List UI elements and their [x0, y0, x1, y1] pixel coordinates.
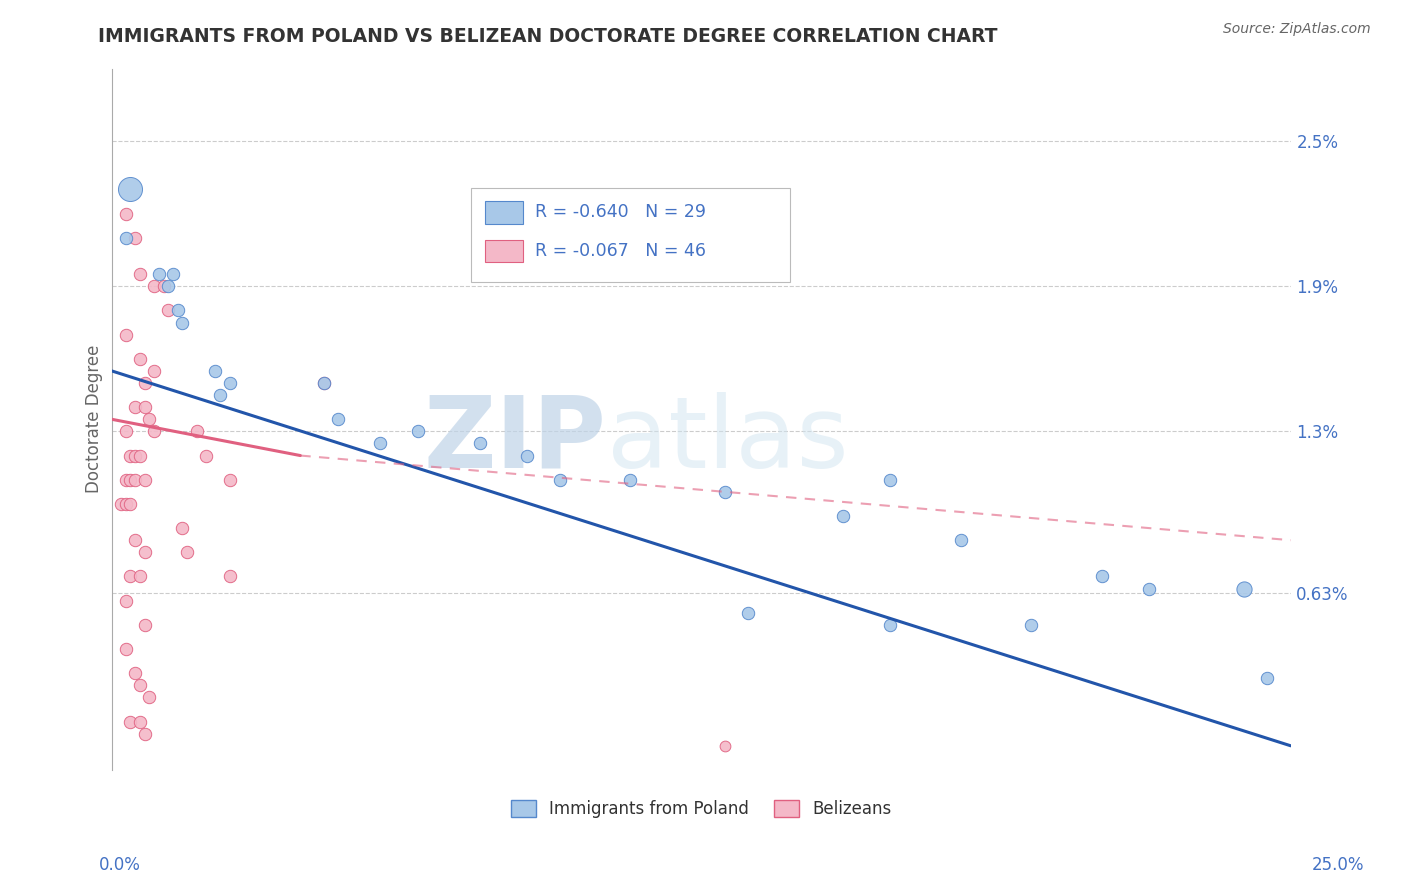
Text: IMMIGRANTS FROM POLAND VS BELIZEAN DOCTORATE DEGREE CORRELATION CHART: IMMIGRANTS FROM POLAND VS BELIZEAN DOCTO…	[98, 27, 998, 45]
Point	[713, 484, 735, 499]
Point	[110, 497, 132, 511]
Point	[1137, 582, 1160, 596]
Text: Source: ZipAtlas.com: Source: ZipAtlas.com	[1223, 22, 1371, 37]
Point	[124, 231, 146, 245]
Point	[831, 508, 853, 523]
Text: R = -0.640   N = 29: R = -0.640 N = 29	[534, 203, 706, 221]
Point	[879, 618, 901, 632]
Text: atlas: atlas	[607, 392, 848, 489]
Point	[120, 714, 142, 729]
Point	[120, 473, 142, 487]
Point	[114, 425, 136, 439]
Point	[134, 376, 156, 390]
Point	[134, 727, 156, 741]
Point	[326, 412, 349, 426]
Point	[172, 316, 194, 330]
Point	[143, 364, 166, 378]
Point	[129, 569, 152, 583]
Point	[148, 267, 170, 281]
Y-axis label: Doctorate Degree: Doctorate Degree	[86, 345, 103, 493]
Point	[114, 207, 136, 221]
Point	[1232, 582, 1254, 596]
FancyBboxPatch shape	[485, 240, 523, 262]
Point	[129, 267, 152, 281]
Point	[312, 376, 335, 390]
Point	[713, 739, 735, 753]
Point	[218, 376, 240, 390]
FancyBboxPatch shape	[471, 188, 790, 283]
Point	[468, 436, 491, 450]
Point	[129, 351, 152, 366]
Point	[124, 449, 146, 463]
Point	[143, 279, 166, 293]
Point	[124, 666, 146, 681]
Point	[120, 182, 142, 196]
Point	[619, 473, 641, 487]
Point	[370, 436, 392, 450]
Point	[124, 400, 146, 414]
Point	[138, 412, 160, 426]
Point	[218, 569, 240, 583]
Point	[138, 690, 160, 705]
Point	[1091, 569, 1114, 583]
Point	[124, 473, 146, 487]
Point	[172, 521, 194, 535]
Point	[548, 473, 571, 487]
Point	[134, 473, 156, 487]
Point	[114, 473, 136, 487]
Point	[406, 425, 429, 439]
Point	[157, 303, 180, 318]
Point	[194, 449, 217, 463]
Text: R = -0.067   N = 46: R = -0.067 N = 46	[534, 242, 706, 260]
Text: ZIP: ZIP	[425, 392, 607, 489]
Point	[120, 569, 142, 583]
Point	[516, 449, 538, 463]
Point	[134, 545, 156, 559]
Point	[114, 497, 136, 511]
Point	[176, 545, 198, 559]
Point	[879, 473, 901, 487]
Point	[120, 449, 142, 463]
Point	[312, 376, 335, 390]
Point	[166, 303, 188, 318]
Point	[129, 449, 152, 463]
Point	[209, 388, 232, 402]
Legend: Immigrants from Poland, Belizeans: Immigrants from Poland, Belizeans	[505, 793, 898, 825]
FancyBboxPatch shape	[485, 201, 523, 224]
Point	[124, 533, 146, 548]
Text: 0.0%: 0.0%	[98, 856, 141, 874]
Point	[186, 425, 208, 439]
Point	[152, 279, 174, 293]
Text: 25.0%: 25.0%	[1312, 856, 1364, 874]
Point	[114, 642, 136, 657]
Point	[143, 425, 166, 439]
Point	[737, 606, 759, 620]
Point	[157, 279, 180, 293]
Point	[114, 231, 136, 245]
Point	[129, 714, 152, 729]
Point	[129, 678, 152, 692]
Point	[204, 364, 226, 378]
Point	[1021, 618, 1043, 632]
Point	[114, 327, 136, 342]
Point	[114, 593, 136, 607]
Point	[134, 400, 156, 414]
Point	[162, 267, 184, 281]
Point	[949, 533, 972, 548]
Point	[218, 473, 240, 487]
Point	[1256, 671, 1278, 685]
Point	[120, 497, 142, 511]
Point	[134, 618, 156, 632]
